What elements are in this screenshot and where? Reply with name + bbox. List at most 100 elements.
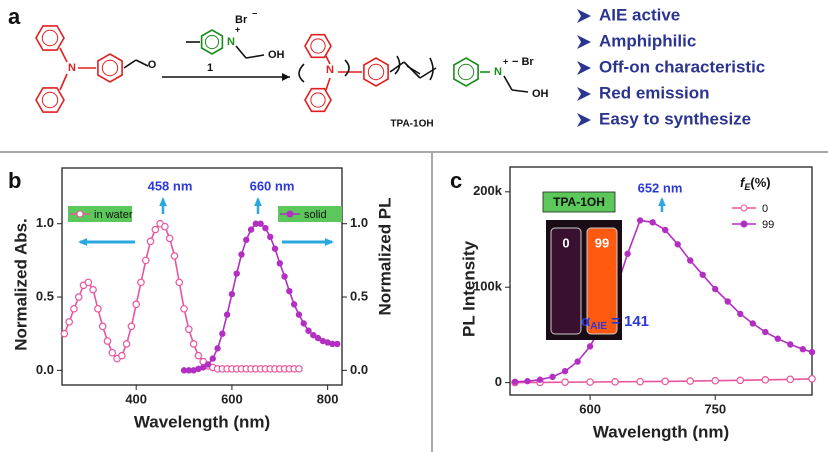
data-point (243, 236, 250, 244)
data-point (305, 327, 312, 334)
bond (235, 45, 247, 59)
alpha-label: αAIE = 141 (581, 313, 649, 332)
inset-label: TPA-1OH (553, 195, 605, 209)
atom: N (326, 64, 334, 76)
feature: AIE active (599, 5, 680, 24)
data-point (98, 322, 107, 331)
chart: 400 600 800 0.0 0.5 1.0 0.0 0.5 1.0 Wavelength (n… (11, 167, 394, 431)
annotation: 652 nm (638, 180, 683, 195)
data-point (649, 219, 656, 226)
data-point (314, 334, 322, 342)
data-point (94, 304, 102, 313)
plot-frame (509, 166, 813, 396)
data-point (262, 224, 269, 232)
counterion: − Br (512, 56, 534, 68)
data-point (165, 234, 174, 243)
data-point (103, 337, 112, 345)
bullet-icon (577, 9, 591, 23)
data-point (536, 376, 544, 383)
ring-inner (204, 34, 220, 50)
data-point (74, 293, 83, 301)
data-point (686, 257, 694, 264)
legend-box (278, 206, 342, 222)
atom: OH (268, 49, 285, 61)
data-point (89, 285, 97, 294)
y-tick-label: 0.0 (36, 362, 54, 377)
y-tick-label: 1.0 (36, 215, 54, 230)
charge: + (235, 24, 240, 34)
data-point (141, 256, 150, 265)
data-point (170, 252, 179, 260)
counterion: Br (235, 14, 248, 26)
data-point (180, 304, 188, 313)
ring-inner (101, 59, 119, 77)
atom: O (148, 59, 157, 71)
legend-title-part: E (744, 182, 751, 192)
rotation-arrow (429, 57, 434, 81)
feature: Off-on characteristic (599, 57, 765, 76)
data-point (60, 329, 69, 338)
inset-label-box (542, 191, 616, 213)
data-point (574, 358, 581, 365)
atom: N (494, 66, 502, 78)
feature: Easy to synthesize (599, 109, 751, 128)
ring (97, 53, 123, 83)
y2-tick-label: 0.5 (350, 288, 368, 303)
bullet-icon (577, 35, 591, 49)
bullet-icon (577, 61, 591, 75)
data-point (151, 225, 160, 234)
y2-axis-label: Normalized PL (375, 197, 394, 315)
data-point (290, 301, 298, 308)
data-point (267, 233, 274, 241)
data-point (238, 251, 245, 258)
data-point (724, 298, 731, 305)
atom: N (227, 36, 235, 48)
data-point (209, 355, 216, 362)
series-line (63, 222, 299, 370)
ring-inner (457, 63, 475, 81)
bond (511, 89, 529, 93)
scheme (35, 25, 529, 113)
data-point (189, 340, 198, 348)
data-point (699, 271, 706, 278)
annotation: 660 nm (250, 178, 295, 193)
bond (406, 65, 421, 75)
rotation-arrow (394, 55, 401, 75)
product-label: TPA-1OH (390, 119, 433, 130)
ring (304, 87, 332, 113)
data-point (799, 346, 807, 353)
data-point (310, 331, 317, 339)
ring-inner (41, 29, 59, 47)
data-point (661, 377, 669, 386)
ring-inner (310, 38, 326, 54)
data-point (281, 273, 288, 280)
ring (363, 57, 389, 87)
data-point (276, 260, 283, 267)
data-point (146, 237, 155, 246)
data-point (786, 375, 795, 384)
data-point (161, 222, 169, 231)
ring-inner (367, 63, 385, 81)
x-tick-label: 600 (579, 401, 601, 416)
data-point (749, 320, 756, 327)
ring (453, 57, 479, 87)
data-point (561, 378, 569, 387)
data-point (586, 378, 594, 386)
bond (325, 77, 331, 91)
ring-inner (310, 92, 326, 108)
legend-marker (286, 210, 294, 218)
bullet-icon (577, 87, 591, 101)
data-point (295, 365, 303, 373)
panel-label: c (450, 168, 462, 193)
y-tick-label: 0 (495, 374, 502, 389)
data-point (624, 250, 631, 258)
arrow-head (159, 197, 167, 207)
data-point (84, 278, 93, 287)
panel-label: a (8, 4, 21, 29)
data-point (737, 310, 744, 318)
legend-marker (76, 210, 84, 218)
data-point (808, 348, 816, 356)
y2-tick-label: 0.0 (350, 362, 368, 377)
y-axis-label: Normalized Abs. (11, 218, 30, 351)
